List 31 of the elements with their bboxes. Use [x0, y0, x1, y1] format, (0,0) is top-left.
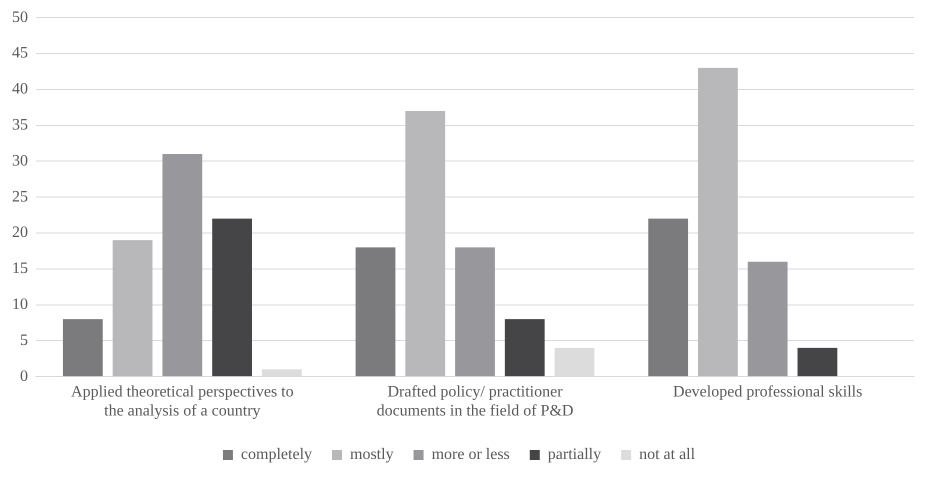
y-tick-label: 10 [12, 296, 28, 314]
legend-label: more or less [432, 446, 510, 464]
x-tick-label: Drafted policy/ practitioner documents in the field of P&D [376, 383, 574, 420]
legend-label: not at all [639, 446, 696, 464]
y-tick-label: 0 [20, 368, 28, 385]
bar [405, 110, 446, 376]
bar [748, 262, 788, 376]
y-tick-label: 20 [12, 224, 28, 242]
y-tick-label: 35 [12, 116, 28, 134]
x-tick-label: Applied theoretical perspectives to the analysis of a country [71, 383, 294, 420]
bar [504, 319, 545, 376]
x-tick-label: Developed professional skills [673, 383, 862, 400]
bar [648, 218, 688, 376]
legend-label: partially [548, 446, 602, 464]
y-tick-label: 50 [12, 8, 28, 26]
legend-label: mostly [350, 446, 394, 464]
y-tick-label: 25 [12, 188, 28, 206]
bar [162, 154, 202, 376]
legend-label: completely [240, 446, 312, 464]
bar [356, 247, 396, 376]
bar [212, 218, 252, 376]
y-tick-label: 45 [12, 44, 28, 62]
bar [62, 319, 103, 376]
y-tick-label: 5 [20, 332, 28, 349]
y-tick-label: 30 [12, 152, 28, 170]
bar [112, 240, 152, 376]
bar [798, 348, 838, 376]
y-tick-label: 15 [12, 260, 28, 278]
bar [698, 68, 738, 376]
bar [455, 247, 495, 376]
y-tick-label: 40 [12, 80, 28, 98]
